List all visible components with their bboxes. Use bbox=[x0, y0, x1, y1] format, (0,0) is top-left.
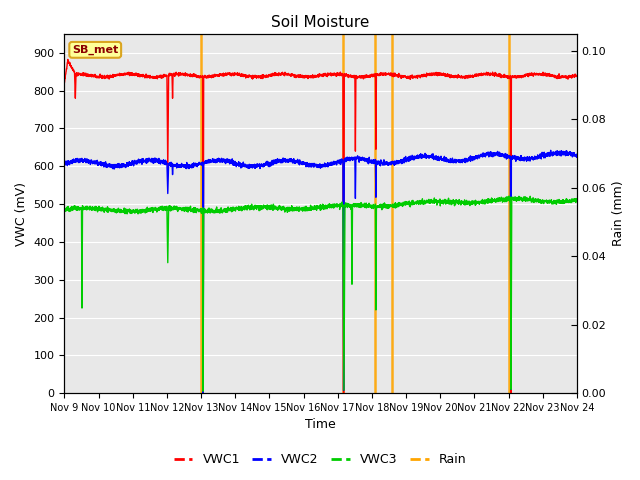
Legend: VWC1, VWC2, VWC3, Rain: VWC1, VWC2, VWC3, Rain bbox=[169, 448, 471, 471]
Title: Soil Moisture: Soil Moisture bbox=[271, 15, 370, 30]
Text: SB_met: SB_met bbox=[72, 45, 118, 55]
Y-axis label: VWC (mV): VWC (mV) bbox=[15, 181, 28, 246]
Y-axis label: Rain (mm): Rain (mm) bbox=[612, 181, 625, 246]
X-axis label: Time: Time bbox=[305, 419, 336, 432]
